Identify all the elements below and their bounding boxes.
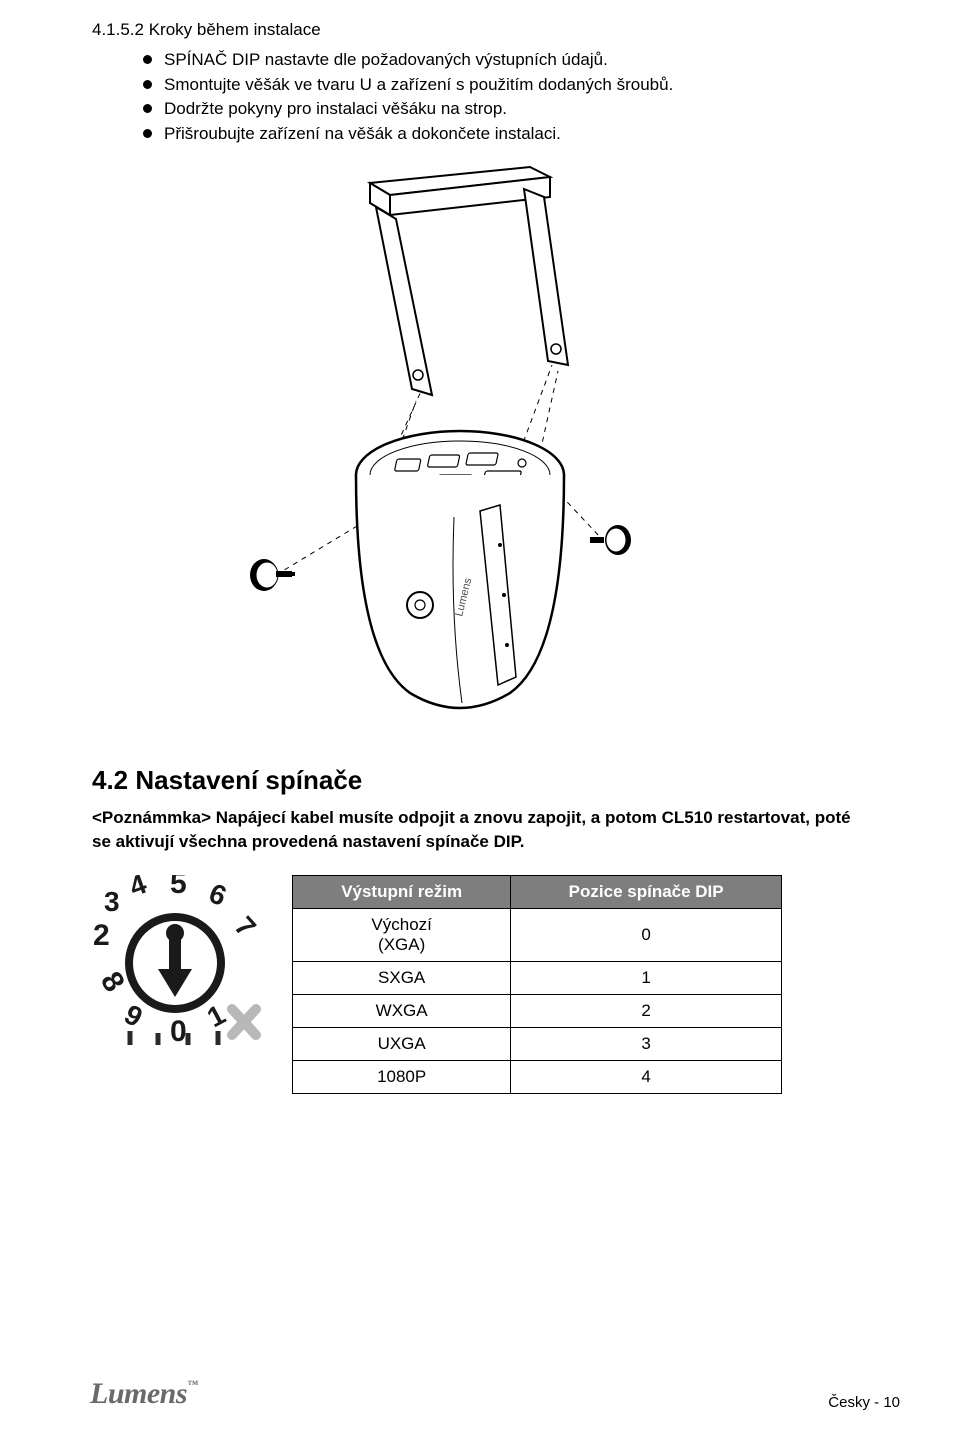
dial-label-5: 5 — [170, 875, 187, 900]
dial-label-3: 3 — [104, 886, 120, 917]
installation-diagram: Lumens — [230, 165, 690, 735]
table-header: Pozice spínače DIP — [511, 875, 782, 908]
table-cell: 0 — [511, 908, 782, 961]
table-row: 1080P 4 — [293, 1060, 782, 1093]
dial-label-2b: 2 — [93, 919, 110, 952]
page-number: Česky - 10 — [828, 1394, 900, 1411]
table-row: WXGA 2 — [293, 994, 782, 1027]
table-cell: Výchozí (XGA) — [293, 908, 511, 961]
table-header: Výstupní režim — [293, 875, 511, 908]
bullet-item: Dodržte pokyny pro instalaci věšáku na s… — [140, 97, 870, 122]
bullet-item: SPÍNAČ DIP nastavte dle požadovaných výs… — [140, 48, 870, 73]
dip-dial-diagram: 0 9 8 2 3 4 5 6 7 1 — [92, 875, 262, 1045]
table-cell: 3 — [511, 1027, 782, 1060]
table-cell: 1 — [511, 961, 782, 994]
subsection-heading: 4.1.5.2 Kroky během instalace — [92, 20, 870, 40]
bullet-item: Přišroubujte zařízení na věšák a dokonče… — [140, 122, 870, 147]
bullet-item: Smontujte věšák ve tvaru U a zařízení s … — [140, 73, 870, 98]
table-cell: SXGA — [293, 961, 511, 994]
dip-switch-table: Výstupní režim Pozice spínače DIP Výchoz… — [292, 875, 782, 1094]
section-title: 4.2 Nastavení spínače — [92, 765, 870, 796]
brand-logo: Lumens™ — [90, 1377, 198, 1411]
table-row: SXGA 1 — [293, 961, 782, 994]
table-cell: 1080P — [293, 1060, 511, 1093]
table-row: Výchozí (XGA) 0 — [293, 908, 782, 961]
table-row: UXGA 3 — [293, 1027, 782, 1060]
table-cell: UXGA — [293, 1027, 511, 1060]
install-steps-list: SPÍNAČ DIP nastavte dle požadovaných výs… — [140, 48, 870, 147]
table-cell: 2 — [511, 994, 782, 1027]
dial-label-0: 0 — [170, 1015, 187, 1045]
table-cell: WXGA — [293, 994, 511, 1027]
table-cell: 4 — [511, 1060, 782, 1093]
section-note: <Poznámmka> Napájecí kabel musíte odpoji… — [92, 806, 870, 855]
page-footer: Lumens™ Česky - 10 — [90, 1377, 900, 1411]
